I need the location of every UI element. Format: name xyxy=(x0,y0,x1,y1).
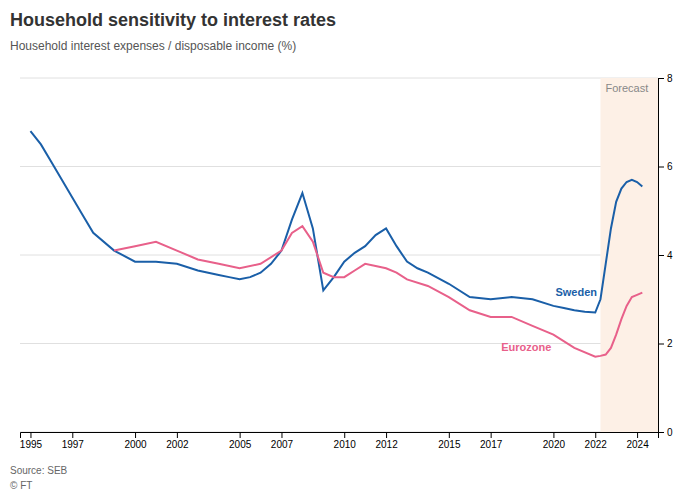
x-tick-mark xyxy=(491,432,492,438)
footnote: © FT xyxy=(10,480,32,491)
x-tick-label: 2015 xyxy=(438,439,461,450)
x-tick-mark xyxy=(177,432,178,438)
x-tick-label: 2000 xyxy=(124,439,147,450)
x-tick-label: 2010 xyxy=(334,439,357,450)
x-tick-mark xyxy=(595,432,596,438)
marks xyxy=(30,78,658,432)
x-tick: 2024 xyxy=(626,432,649,450)
x-tick-label: 2012 xyxy=(375,439,398,450)
x-tick-label: 1997 xyxy=(62,439,85,450)
x-tick: 2005 xyxy=(229,432,252,450)
x-tick-label: 2005 xyxy=(229,439,252,450)
x-tick: 2020 xyxy=(543,432,566,450)
y-tick-label: 0 xyxy=(667,427,673,438)
y-tick-mark xyxy=(658,344,664,345)
title: Household sensitivity to interest rates xyxy=(10,10,336,30)
x-tick-mark xyxy=(135,432,136,438)
x-tick: 2002 xyxy=(166,432,189,450)
x-tick: 2000 xyxy=(124,432,147,450)
x-tick-mark xyxy=(281,432,282,438)
x-tick: 2022 xyxy=(585,432,608,450)
x-tick-mark xyxy=(30,432,31,438)
grid xyxy=(20,78,658,432)
y-axis: 0 2 4 6 8 xyxy=(658,73,673,438)
x-axis-line xyxy=(21,433,659,439)
y-tick-mark xyxy=(658,432,664,433)
x-tick: 2007 xyxy=(271,432,294,450)
y-tick-label: 4 xyxy=(667,250,673,261)
series-line xyxy=(114,226,642,357)
x-tick-label: 2022 xyxy=(585,439,608,450)
x-tick-label: 2002 xyxy=(166,439,189,450)
x-tick: 2015 xyxy=(438,432,461,450)
x-tick-mark xyxy=(553,432,554,438)
series-line xyxy=(30,131,642,312)
y-tick-label: 6 xyxy=(667,161,673,172)
x-tick-label: 2007 xyxy=(271,439,294,450)
x-axis: 1995 1997 2000 2002 2005 2007 2010 2012 2015 2017… xyxy=(20,432,659,450)
x-tick-mark xyxy=(72,432,73,438)
x-tick-mark xyxy=(386,432,387,438)
x-tick: 1995 xyxy=(20,432,43,450)
y-tick: 8 xyxy=(658,73,673,84)
y-tick-mark xyxy=(658,167,664,168)
y-axis-line xyxy=(659,79,665,433)
y-tick: 4 xyxy=(658,250,673,261)
x-tick-mark xyxy=(344,432,345,438)
y-tick: 0 xyxy=(658,427,673,438)
grid-line xyxy=(20,78,658,79)
series-label: Eurozone xyxy=(501,341,551,353)
y-tick-mark xyxy=(658,255,664,256)
forecast-label: Forecast xyxy=(605,82,648,94)
subtitle: Household interest expenses / disposable… xyxy=(10,39,296,53)
grid-line xyxy=(20,255,658,256)
y-tick-label: 2 xyxy=(667,338,673,349)
x-tick-label: 1995 xyxy=(20,439,43,450)
x-tick: 1997 xyxy=(62,432,85,450)
x-tick: 2017 xyxy=(480,432,503,450)
grid-line xyxy=(20,343,658,344)
x-tick-label: 2020 xyxy=(543,439,566,450)
x-tick-mark xyxy=(637,432,638,438)
grid-line xyxy=(20,166,658,167)
x-tick: 2010 xyxy=(334,432,357,450)
x-tick-mark xyxy=(449,432,450,438)
x-tick-mark xyxy=(240,432,241,438)
forecast-region xyxy=(600,78,658,432)
y-tick: 2 xyxy=(658,338,673,349)
y-tick-label: 8 xyxy=(667,73,673,84)
chart: Household sensitivity to interest rates H… xyxy=(0,0,700,500)
x-tick-label: 2017 xyxy=(480,439,503,450)
series-label: Sweden xyxy=(555,286,597,298)
y-tick-mark xyxy=(658,78,664,79)
x-tick: 2012 xyxy=(375,432,398,450)
y-tick: 6 xyxy=(658,161,673,172)
x-tick-label: 2024 xyxy=(626,439,649,450)
footnote: Source: SEB xyxy=(10,465,68,476)
plot: 1995 1997 2000 2002 2005 2007 2010 2012 2015 2017… xyxy=(20,73,673,450)
